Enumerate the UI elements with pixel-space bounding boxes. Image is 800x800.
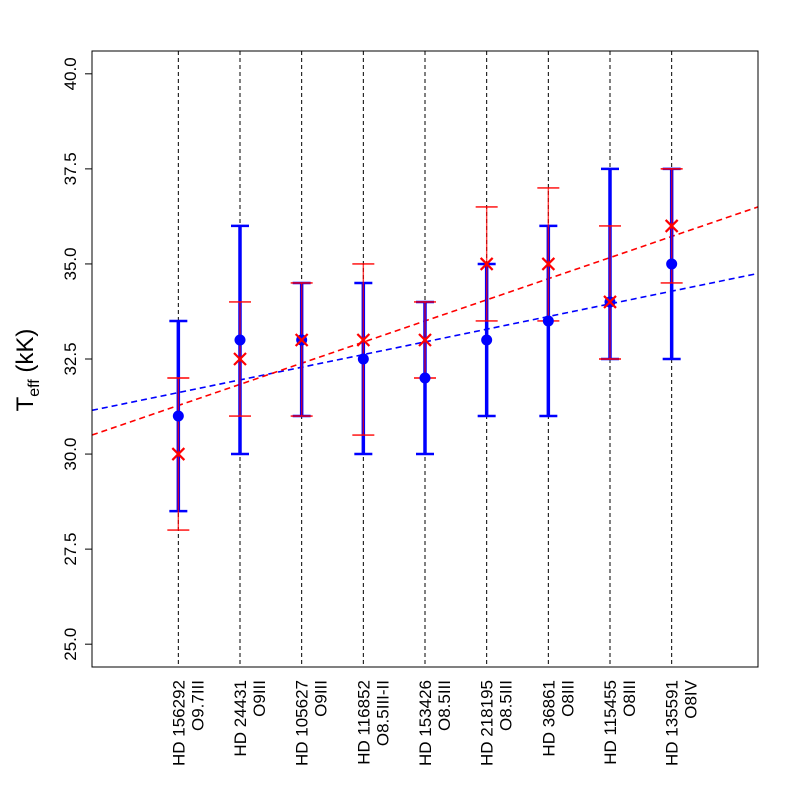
spectral-type-label: O9III: [312, 680, 331, 717]
y-tick-label: 27.5: [61, 533, 80, 566]
star-name-label: HD 115455: [601, 680, 620, 765]
red-marker-stroke: [356, 333, 371, 347]
error-bars: [167, 167, 683, 531]
spectral-type-label: O8IV: [682, 679, 701, 718]
blue-data-point: [542, 315, 554, 327]
spectral-type-label: O9.7III: [188, 680, 207, 731]
red-data-point: [541, 257, 556, 271]
star-name-label: HD 36861: [539, 680, 558, 757]
spectral-type-label: O8.5III: [435, 680, 454, 731]
blue-data-point: [172, 410, 184, 422]
red-data-point: [294, 333, 309, 347]
star-name-label: HD 153426: [416, 680, 435, 766]
spectral-type-label: O8III: [558, 680, 577, 717]
red-data-point: [356, 333, 371, 347]
y-tick-label: 37.5: [61, 152, 80, 185]
red-marker-stroke: [664, 219, 679, 233]
y-tick-label: 25.0: [61, 628, 80, 661]
red-marker-stroke: [479, 257, 494, 271]
red-data-point: [171, 447, 186, 461]
y-axis-label-main: T: [12, 396, 39, 411]
red-marker-stroke: [233, 352, 247, 366]
blue-data-point: [481, 334, 493, 346]
data-markers: [171, 219, 679, 461]
red-marker-stroke: [541, 257, 556, 271]
red-data-point: [233, 352, 247, 366]
y-tick-label: 32.5: [61, 342, 80, 375]
red-data-point: [479, 257, 494, 271]
star-name-label: HD 135591: [663, 680, 682, 766]
star-name-label: HD 156292: [169, 680, 188, 766]
red-data-point: [664, 219, 679, 233]
star-name-label: HD 105627: [293, 680, 312, 766]
red-data-point: [418, 333, 432, 347]
y-tick-label: 40.0: [61, 57, 80, 90]
blue-data-point: [234, 334, 246, 346]
y-axis: 25.0 27.5 30.0 32.5 35.0 37.5 40.0: [61, 57, 92, 661]
y-axis-label: Teff (kK): [12, 329, 43, 412]
red-marker-stroke: [603, 295, 617, 309]
x-axis-labels: HD 156292 O9.7III HD 24431 O9III HD 105627 O9…: [169, 679, 700, 766]
blue-data-point: [419, 372, 431, 384]
red-marker-stroke: [294, 333, 309, 347]
blue-fit-line: [91, 272, 759, 412]
spectral-type-label: O8III: [620, 680, 639, 717]
y-tick-label: 30.0: [61, 438, 80, 471]
star-name-label: HD 218195: [478, 680, 497, 766]
red-marker-stroke: [418, 333, 432, 347]
star-name-label: HD 24431: [231, 680, 250, 757]
blue-data-point: [357, 353, 369, 365]
star-name-label: HD 116852: [354, 680, 373, 765]
spectral-type-label: O8.5III-II: [373, 680, 392, 746]
spectral-type-label: O8.5III: [497, 680, 516, 731]
y-axis-label-sub: eff: [26, 379, 43, 397]
red-data-point: [603, 295, 617, 309]
spectral-type-label: O9III: [250, 680, 269, 717]
y-tick-label: 35.0: [61, 247, 80, 280]
red-marker-stroke: [171, 447, 186, 461]
blue-data-point: [666, 258, 678, 270]
y-axis-label-unit: (kK): [12, 329, 39, 380]
